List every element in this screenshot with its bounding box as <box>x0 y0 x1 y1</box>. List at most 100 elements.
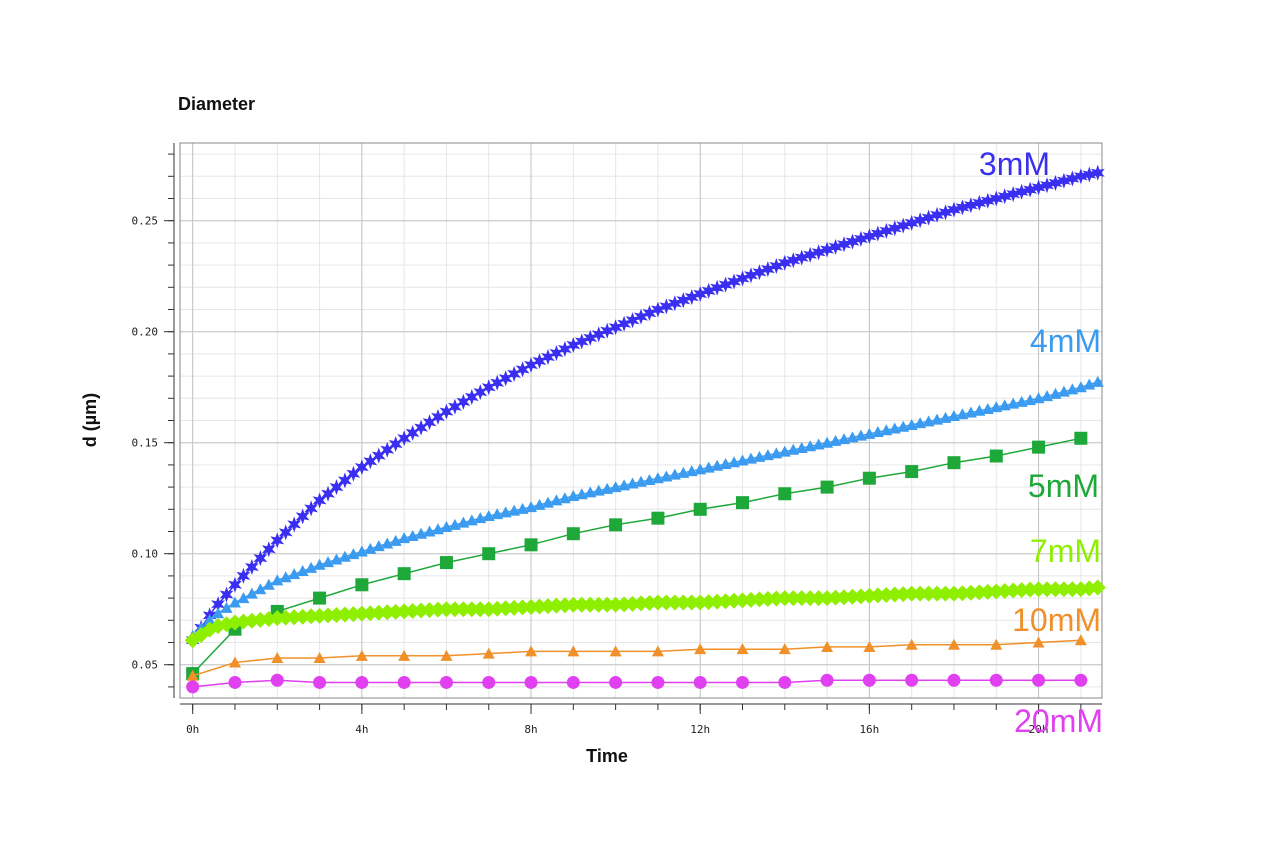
data-point <box>649 594 666 611</box>
data-point <box>1074 431 1088 445</box>
data-point <box>1057 172 1071 189</box>
data-point <box>313 591 327 605</box>
data-point <box>429 601 446 618</box>
data-point <box>1065 170 1080 187</box>
data-point <box>497 600 514 617</box>
data-point <box>370 604 387 621</box>
data-point <box>785 590 802 607</box>
series-layer <box>184 164 1106 694</box>
data-point <box>988 583 1005 600</box>
data-point <box>590 596 607 613</box>
data-point <box>482 647 495 659</box>
data-point <box>600 322 615 339</box>
data-point <box>362 605 379 622</box>
data-point <box>820 480 834 494</box>
data-point <box>651 511 665 525</box>
data-point <box>1040 177 1054 194</box>
data-point <box>355 675 369 689</box>
series-7mm <box>184 579 1106 649</box>
data-point <box>667 295 682 312</box>
data-point <box>271 652 284 664</box>
data-point <box>582 596 599 613</box>
data-point <box>262 578 275 590</box>
data-point <box>567 645 580 657</box>
data-point <box>515 361 530 378</box>
data-point <box>294 608 311 625</box>
y-tick-label: 0.05 <box>132 659 159 672</box>
series-line-3mm <box>192 171 1103 641</box>
data-point <box>219 586 234 603</box>
data-point <box>346 465 361 482</box>
data-point <box>583 329 598 346</box>
data-point <box>836 589 853 606</box>
data-point <box>1039 581 1056 598</box>
data-point <box>1074 673 1088 687</box>
data-point <box>524 538 538 552</box>
data-point <box>566 337 581 353</box>
data-point <box>759 590 776 607</box>
data-point <box>692 594 709 611</box>
data-point <box>355 649 368 661</box>
data-point <box>693 675 707 689</box>
data-point <box>397 430 412 447</box>
data-point <box>820 241 834 258</box>
data-point <box>338 472 352 489</box>
data-point <box>617 315 631 332</box>
data-point <box>498 370 513 387</box>
series-4mm <box>186 375 1104 641</box>
data-point <box>220 601 233 613</box>
data-point <box>878 586 895 603</box>
data-point <box>736 675 750 689</box>
x-tick-label: 4h <box>355 723 368 736</box>
data-point <box>990 638 1003 650</box>
data-point <box>397 567 411 581</box>
data-point <box>211 596 225 613</box>
data-point <box>609 518 623 532</box>
data-point <box>726 592 743 609</box>
data-point <box>573 596 590 613</box>
x-tick-label: 8h <box>524 723 537 736</box>
data-point <box>693 286 708 302</box>
series-label-10mm: 10mM <box>1012 602 1101 638</box>
data-point <box>786 252 801 269</box>
data-point <box>717 593 734 610</box>
x-axis-label: Time <box>586 746 628 766</box>
data-point <box>609 675 623 689</box>
data-point <box>549 345 564 361</box>
data-point <box>734 592 751 609</box>
data-point <box>980 192 995 209</box>
data-point <box>989 449 1003 463</box>
data-point <box>380 441 395 458</box>
data-point <box>845 233 860 250</box>
data-point <box>379 604 396 621</box>
y-tick-label: 0.10 <box>132 548 159 561</box>
data-point <box>228 576 242 593</box>
data-point <box>828 238 843 255</box>
data-point <box>448 398 462 415</box>
data-point <box>311 607 328 624</box>
data-point <box>464 389 479 405</box>
data-point <box>599 596 616 613</box>
data-point <box>778 487 792 501</box>
data-point <box>854 230 868 247</box>
data-point <box>279 571 292 583</box>
data-point <box>387 603 404 620</box>
data-point <box>1032 673 1046 687</box>
data-point <box>480 601 497 618</box>
data-point <box>303 608 320 625</box>
data-point <box>548 597 565 614</box>
data-point <box>254 583 267 595</box>
series-label-4mm: 4mM <box>1030 323 1101 359</box>
data-point <box>439 556 453 570</box>
data-point <box>852 588 869 605</box>
series-label-7mm: 7mM <box>1030 533 1101 569</box>
data-point <box>531 598 548 615</box>
data-point <box>514 599 531 616</box>
data-point <box>947 456 961 470</box>
data-point <box>261 541 276 558</box>
x-tick-label: 0h <box>186 723 199 736</box>
data-point <box>844 588 861 605</box>
data-point <box>964 197 978 214</box>
data-point <box>735 270 750 287</box>
data-point <box>353 605 370 622</box>
